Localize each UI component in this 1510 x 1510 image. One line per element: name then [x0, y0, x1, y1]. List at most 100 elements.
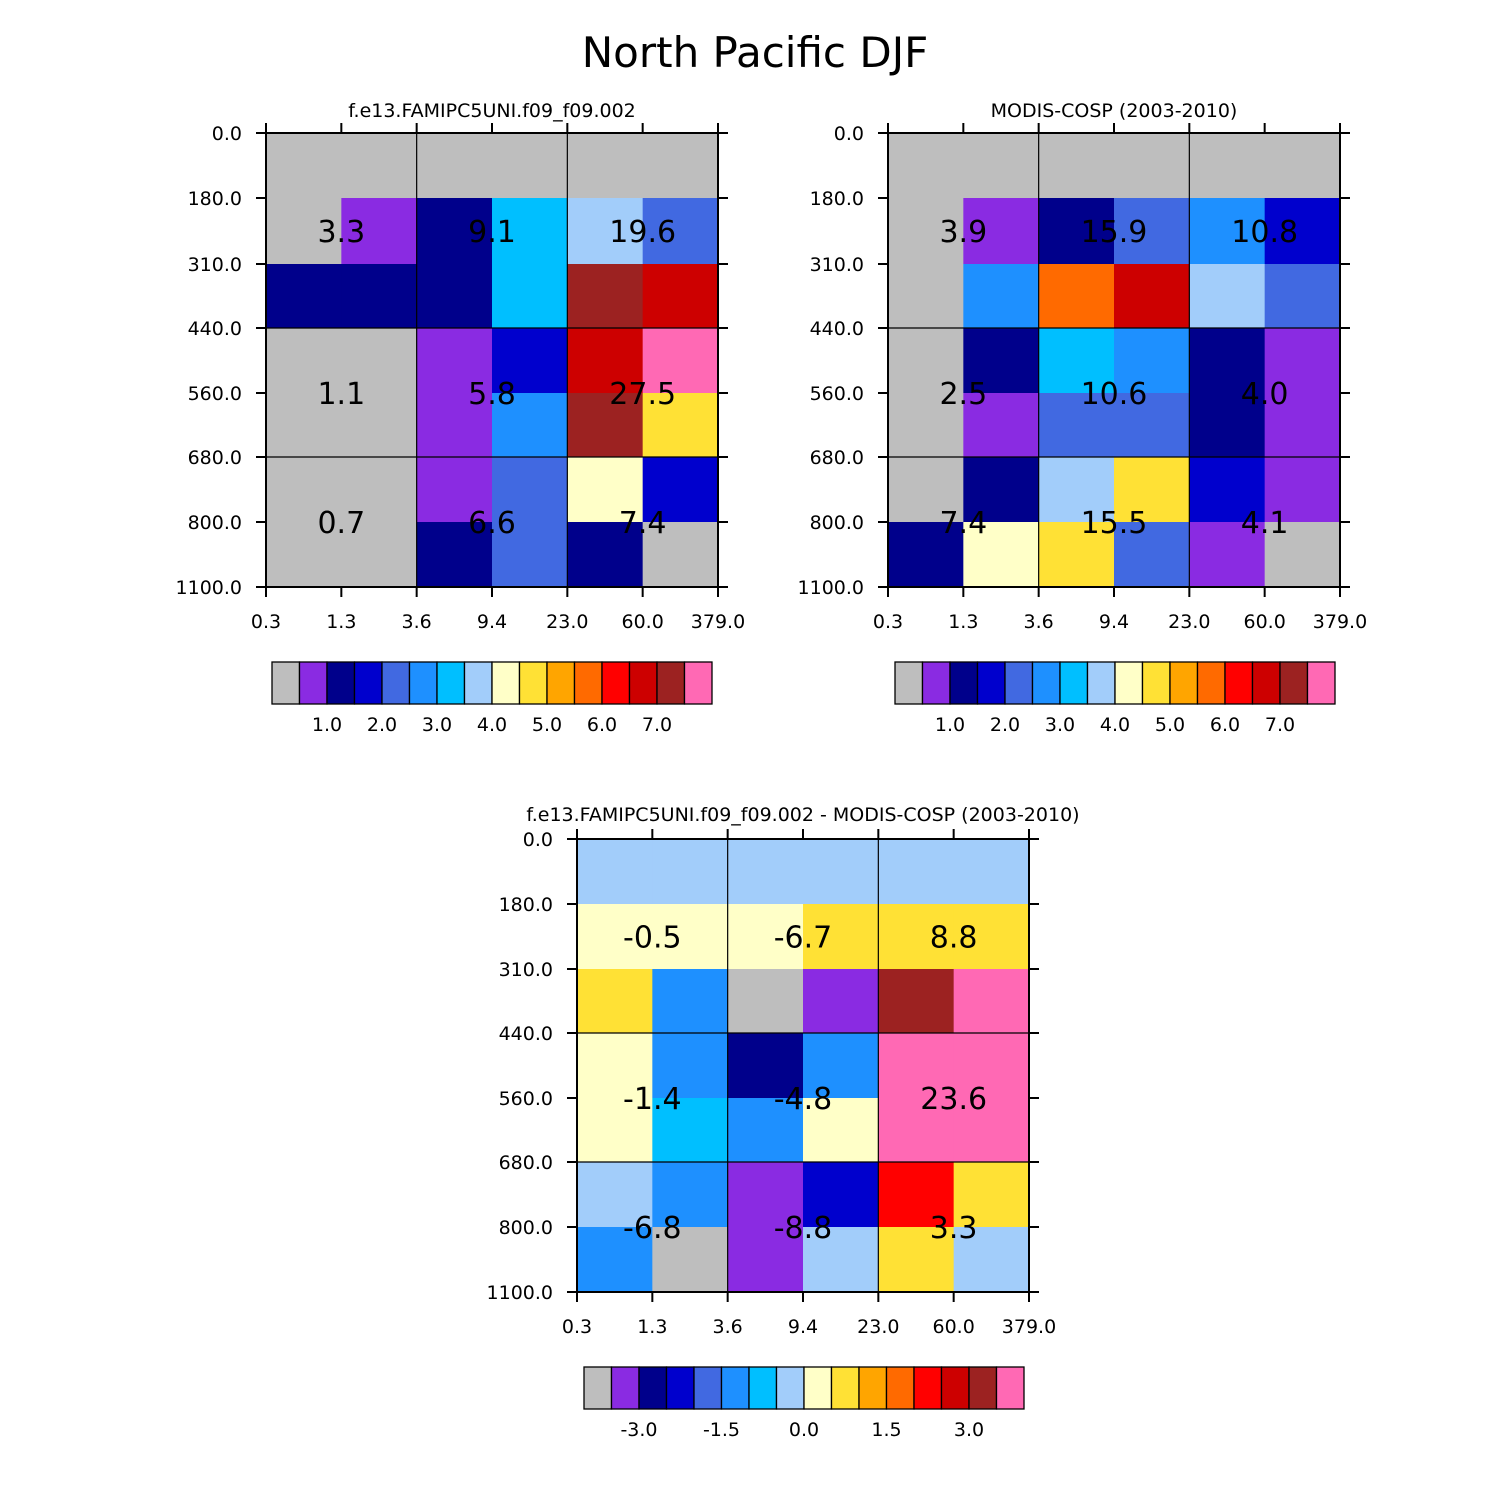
- x-tick-label: 23.0: [546, 611, 588, 633]
- heatmap-cell: [963, 328, 1040, 394]
- heatmap-cell: [492, 133, 568, 199]
- colorbar-swatch: [1004, 661, 1034, 705]
- heatmap-cell: [567, 264, 644, 329]
- colorbar-tick-label: -3.0: [620, 1419, 657, 1441]
- colorbar-tick-label: 3.0: [1045, 714, 1075, 736]
- colorbar-tick-label: 6.0: [1210, 714, 1240, 736]
- cell-value-label: 10.6: [1081, 377, 1148, 412]
- heatmap-cell: [642, 133, 719, 199]
- heatmap-cell: [888, 264, 964, 329]
- heatmap-cell: [567, 198, 644, 265]
- colorbar-swatch: [693, 1366, 723, 1410]
- colorbar-swatch: [949, 661, 979, 705]
- cell-value-label: 3.9: [939, 215, 987, 250]
- y-tick-label: 680.0: [188, 447, 242, 469]
- heatmap-cell: [1038, 393, 1115, 458]
- heatmap-cell: [1264, 393, 1341, 458]
- heatmap-cell: [727, 1033, 804, 1099]
- colorbar-swatch: [775, 1366, 805, 1410]
- colorbar-tick-label: 3.0: [954, 1419, 984, 1441]
- colorbar-swatch: [298, 661, 328, 705]
- heatmap-cell: [1189, 264, 1266, 329]
- x-tick-label: 60.0: [622, 611, 664, 633]
- colorbar-swatch: [271, 661, 301, 705]
- x-tick-label: 9.4: [1099, 611, 1129, 633]
- colorbar-swatch: [1251, 661, 1281, 705]
- colorbar-swatch: [518, 661, 548, 705]
- x-tick-label: 379.0: [1002, 1316, 1056, 1338]
- heatmap-cell: [341, 198, 418, 265]
- colorbar-swatch: [885, 1366, 915, 1410]
- heatmap-cell: [642, 457, 719, 523]
- heatmap-cell: [416, 198, 493, 265]
- cell-value-label: 6.6: [468, 506, 516, 541]
- colorbar-swatch: [976, 661, 1006, 705]
- colorbar-swatch: [1306, 661, 1336, 705]
- heatmap-cell: [652, 839, 729, 905]
- colorbar: 1.0 2.0 3.0 4.0 5.0 6.0 7.0: [894, 661, 1336, 736]
- colorbar-swatch: [940, 1366, 970, 1410]
- cell-value-label: 19.6: [609, 215, 676, 250]
- cell-value-label: 3.3: [317, 215, 365, 250]
- heatmap-cell: [1114, 198, 1190, 265]
- heatmap-cell: [963, 198, 1040, 265]
- heatmap-cell: [652, 969, 729, 1034]
- heatmap-cell: [266, 457, 342, 523]
- y-tick-label: 180.0: [188, 188, 242, 210]
- heatmap-cell: [341, 457, 418, 523]
- colorbar-swatch: [656, 661, 686, 705]
- x-tick-label: 23.0: [1168, 611, 1210, 633]
- heatmap-cell: [652, 1033, 729, 1099]
- heatmap-cell: [492, 457, 568, 523]
- cell-value-label: 2.5: [939, 377, 987, 412]
- heatmap-cell: [963, 264, 1040, 329]
- cell-value-label: -1.4: [623, 1082, 682, 1117]
- x-tick-label: 1.3: [637, 1316, 667, 1338]
- cell-value-label: 7.4: [619, 506, 667, 541]
- colorbar-swatch: [546, 661, 576, 705]
- heatmap-cell: [416, 264, 493, 329]
- cell-value-label: 15.5: [1081, 506, 1148, 541]
- x-tick-label: 1.3: [326, 611, 356, 633]
- heatmap-cell: [953, 839, 1030, 905]
- colorbar-tick-label: 4.0: [1100, 714, 1130, 736]
- heatmap-cell: [1114, 328, 1190, 394]
- heatmap-cell: [492, 393, 568, 458]
- heatmap-cell: [652, 1227, 729, 1293]
- heatmap-cell: [878, 1033, 955, 1099]
- heatmap-cell: [1264, 522, 1341, 588]
- colorbar-swatch: [913, 1366, 943, 1410]
- heatmap-cell: [1264, 328, 1341, 394]
- heatmap-cell: [577, 839, 653, 905]
- heatmap-cell: [803, 1098, 879, 1163]
- y-tick-label: 680.0: [810, 447, 864, 469]
- heatmap-cell: [577, 1098, 653, 1163]
- heatmap-cell: [803, 1162, 879, 1228]
- heatmap-cell: [416, 133, 493, 199]
- y-tick-label: 0.0: [834, 123, 864, 145]
- heatmap-cell: [1189, 522, 1266, 588]
- heatmap-cell: [1264, 264, 1341, 329]
- y-tick-label: 310.0: [810, 254, 864, 276]
- x-tick-label: 379.0: [1313, 611, 1367, 633]
- heatmap-cell: [652, 904, 729, 970]
- heatmap-cell: [341, 264, 418, 329]
- heatmap-cell: [727, 904, 804, 970]
- colorbar-tick-label: 5.0: [1155, 714, 1185, 736]
- y-tick-label: 440.0: [810, 318, 864, 340]
- x-tick-label: 379.0: [691, 611, 745, 633]
- heatmap-cell: [888, 198, 964, 265]
- colorbar-swatch: [683, 661, 713, 705]
- heatmap-cell: [1038, 457, 1115, 523]
- x-tick-label: 9.4: [477, 611, 507, 633]
- heatmap-cell: [888, 328, 964, 394]
- heatmap-cell: [642, 522, 719, 588]
- heatmap-cell: [567, 393, 644, 458]
- colorbar-swatch: [573, 661, 603, 705]
- heatmap-cell: [642, 328, 719, 394]
- heatmap-cell: [341, 328, 418, 394]
- heatmap-cell: [953, 904, 1030, 970]
- x-tick-label: 60.0: [1244, 611, 1286, 633]
- colorbar-swatch: [720, 1366, 750, 1410]
- heatmap-cell: [416, 522, 493, 588]
